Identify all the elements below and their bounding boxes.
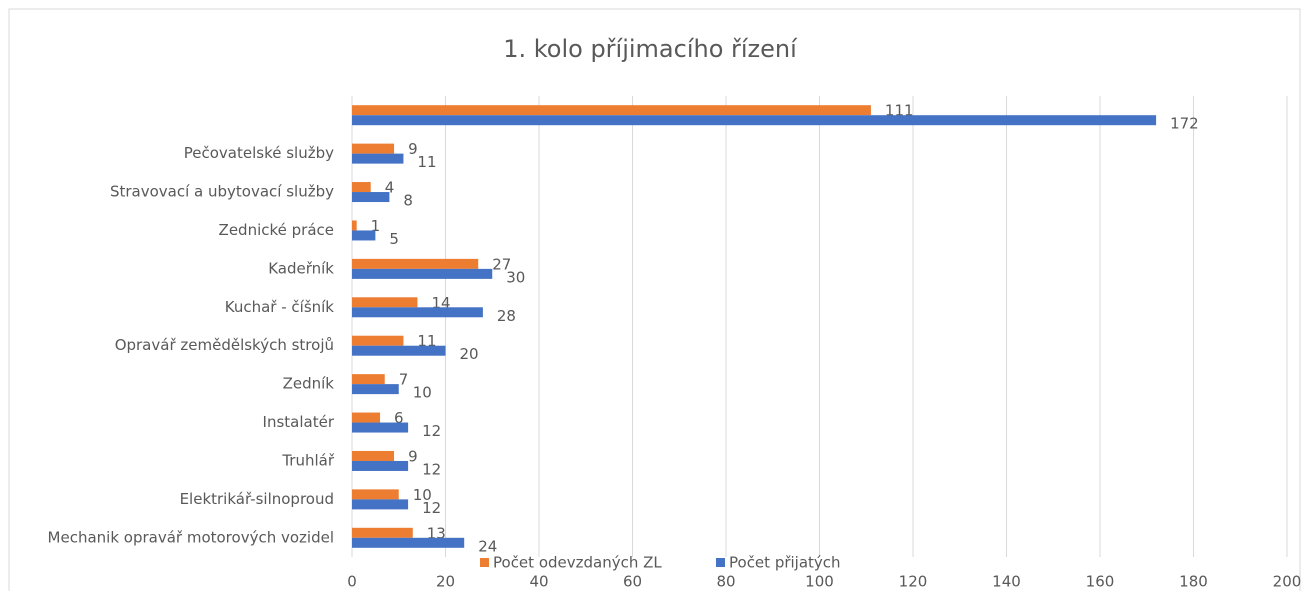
bar — [352, 268, 493, 279]
bar — [352, 258, 479, 269]
data-label: 4 — [385, 179, 395, 197]
bar — [352, 143, 395, 154]
data-label: 27 — [492, 255, 511, 273]
bar — [352, 105, 871, 116]
data-label: 12 — [422, 460, 441, 478]
bar — [352, 412, 381, 423]
data-label: 6 — [394, 409, 404, 427]
y-tick-label: Pečovatelské služby — [184, 144, 334, 162]
bar — [352, 230, 376, 241]
bar — [352, 345, 446, 356]
legend-label: Počet přijatých — [729, 554, 841, 572]
x-tick-label: 0 — [347, 573, 357, 591]
bar — [352, 153, 404, 164]
bar — [352, 182, 371, 193]
y-tick-label: Instalatér — [263, 413, 335, 431]
chart-title: 1. kolo příjimacího řízení — [503, 35, 798, 63]
bar — [352, 220, 357, 231]
data-label: 28 — [497, 307, 516, 325]
x-tick-label: 160 — [1086, 573, 1115, 591]
legend-label: Počet odevzdaných ZL — [493, 554, 662, 572]
data-label: 12 — [422, 499, 441, 517]
bar — [352, 450, 395, 461]
bar — [352, 192, 390, 203]
x-tick-label: 140 — [992, 573, 1021, 591]
data-label: 10 — [413, 384, 432, 402]
data-label: 30 — [506, 268, 525, 286]
y-tick-label: Kadeřník — [268, 259, 334, 277]
legend-swatch — [480, 558, 489, 567]
y-tick-label: Truhlář — [281, 451, 334, 469]
data-label: 10 — [413, 486, 432, 504]
bar — [352, 384, 399, 395]
bar — [352, 499, 409, 510]
x-tick-label: 60 — [623, 573, 642, 591]
data-label: 11 — [417, 153, 436, 171]
data-label: 172 — [1170, 115, 1199, 133]
y-tick-label: Mechanik opravář motorových vozidel — [48, 528, 334, 546]
bar — [352, 460, 409, 471]
y-tick-label: Kuchař - číšník — [225, 298, 335, 316]
bar — [352, 115, 1157, 126]
data-label: 9 — [408, 140, 418, 158]
y-tick-label: Stravovací a ubytovací služby — [110, 183, 334, 201]
data-label: 20 — [460, 345, 479, 363]
y-tick-label: Opravář zemědělských strojů — [115, 336, 334, 354]
x-tick-label: 180 — [1179, 573, 1208, 591]
data-label: 8 — [403, 192, 413, 210]
bar — [352, 335, 404, 346]
x-tick-label: 100 — [805, 573, 834, 591]
y-tick-label: Zedník — [283, 375, 335, 393]
x-tick-label: 80 — [716, 573, 735, 591]
x-tick-label: 40 — [529, 573, 548, 591]
x-tick-label: 20 — [436, 573, 455, 591]
legend-swatch — [716, 558, 725, 567]
data-label: 1 — [371, 217, 381, 235]
data-label: 7 — [399, 371, 409, 389]
data-label: 24 — [478, 537, 497, 555]
bar — [352, 307, 483, 318]
y-tick-label: Elektrikář-silnoproud — [180, 490, 334, 508]
data-label: 9 — [408, 447, 418, 465]
bar — [352, 374, 385, 385]
bar — [352, 422, 409, 433]
x-tick-label: 200 — [1273, 573, 1302, 591]
bar — [352, 489, 399, 500]
y-tick-label: Zednické práce — [219, 221, 334, 239]
data-label: 5 — [389, 230, 399, 248]
bar — [352, 537, 465, 548]
data-label: 12 — [422, 422, 441, 440]
bar — [352, 527, 413, 538]
x-tick-label: 120 — [899, 573, 928, 591]
bar — [352, 297, 418, 308]
